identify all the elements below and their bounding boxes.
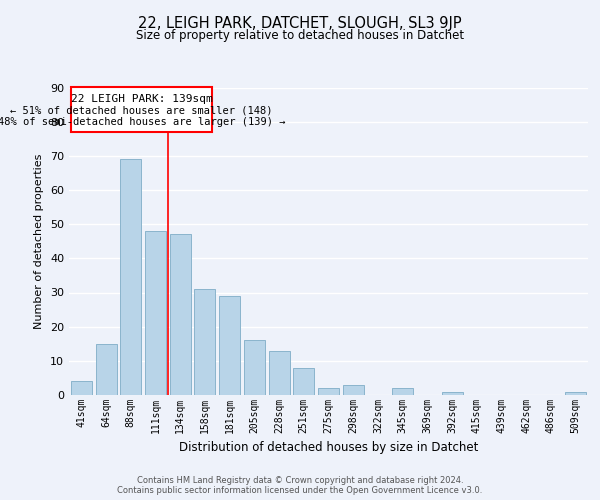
Text: 22 LEIGH PARK: 139sqm: 22 LEIGH PARK: 139sqm — [71, 94, 212, 104]
Bar — [244, 340, 265, 395]
Text: Contains HM Land Registry data © Crown copyright and database right 2024.: Contains HM Land Registry data © Crown c… — [137, 476, 463, 485]
Bar — [71, 382, 92, 395]
Text: 48% of semi-detached houses are larger (139) →: 48% of semi-detached houses are larger (… — [0, 116, 286, 126]
Bar — [219, 296, 240, 395]
Text: Contains public sector information licensed under the Open Government Licence v3: Contains public sector information licen… — [118, 486, 482, 495]
Bar — [71, 88, 212, 132]
Bar — [269, 350, 290, 395]
Bar — [392, 388, 413, 395]
Bar — [565, 392, 586, 395]
Bar — [343, 385, 364, 395]
Bar — [95, 344, 116, 395]
Bar — [442, 392, 463, 395]
Y-axis label: Number of detached properties: Number of detached properties — [34, 154, 44, 329]
Bar — [145, 231, 166, 395]
Text: 22, LEIGH PARK, DATCHET, SLOUGH, SL3 9JP: 22, LEIGH PARK, DATCHET, SLOUGH, SL3 9JP — [138, 16, 462, 31]
Bar — [318, 388, 339, 395]
Bar — [194, 289, 215, 395]
Bar — [293, 368, 314, 395]
Text: Size of property relative to detached houses in Datchet: Size of property relative to detached ho… — [136, 29, 464, 42]
Text: ← 51% of detached houses are smaller (148): ← 51% of detached houses are smaller (14… — [10, 106, 273, 116]
Bar — [170, 234, 191, 395]
X-axis label: Distribution of detached houses by size in Datchet: Distribution of detached houses by size … — [179, 442, 478, 454]
Bar — [120, 159, 141, 395]
